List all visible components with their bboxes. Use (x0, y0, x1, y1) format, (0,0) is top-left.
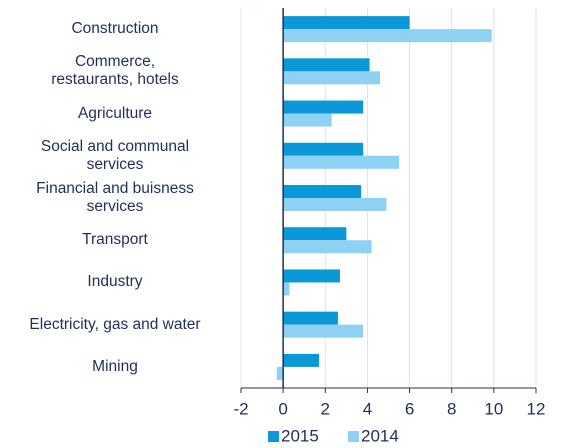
legend-label: 2014 (361, 426, 399, 445)
category-label: Industry (87, 273, 143, 291)
bar (283, 198, 387, 211)
bar (283, 113, 332, 127)
category-label: Agriculture (77, 104, 153, 122)
legend-swatch (268, 431, 279, 442)
bar (276, 366, 284, 380)
x-tick-label: 6 (405, 399, 414, 418)
bar (283, 71, 381, 85)
category-label: Electricity, gas and water (29, 315, 201, 333)
category-label: Commerce, restaurants, hotels (51, 53, 179, 89)
legend-label: 2015 (281, 426, 319, 445)
bar (283, 282, 290, 296)
x-tick-label: 4 (363, 399, 372, 418)
category-label: Mining (92, 357, 138, 375)
x-tick-label: 8 (447, 399, 456, 418)
bar (283, 185, 362, 198)
x-tick-label: -2 (233, 399, 248, 418)
bar (283, 16, 410, 30)
x-tick-label: 2 (321, 399, 330, 418)
category-label: Financial and buisness services (36, 180, 194, 215)
category-label: Social and communal services (40, 137, 190, 173)
x-tick-label: 12 (527, 399, 546, 418)
x-tick-label: 0 (278, 399, 287, 418)
bar (283, 227, 347, 241)
bar (283, 29, 492, 43)
legend-swatch (348, 431, 359, 442)
bar (283, 142, 364, 156)
bar (283, 100, 364, 114)
category-label: Transport (82, 231, 148, 249)
bar (283, 353, 319, 367)
bar (283, 155, 400, 169)
x-tick-label: 10 (484, 399, 503, 418)
bar (283, 58, 370, 72)
bar (283, 240, 372, 254)
bar (283, 311, 338, 325)
category-label: Construction (71, 20, 159, 38)
bar (283, 269, 341, 283)
bar (283, 324, 364, 338)
